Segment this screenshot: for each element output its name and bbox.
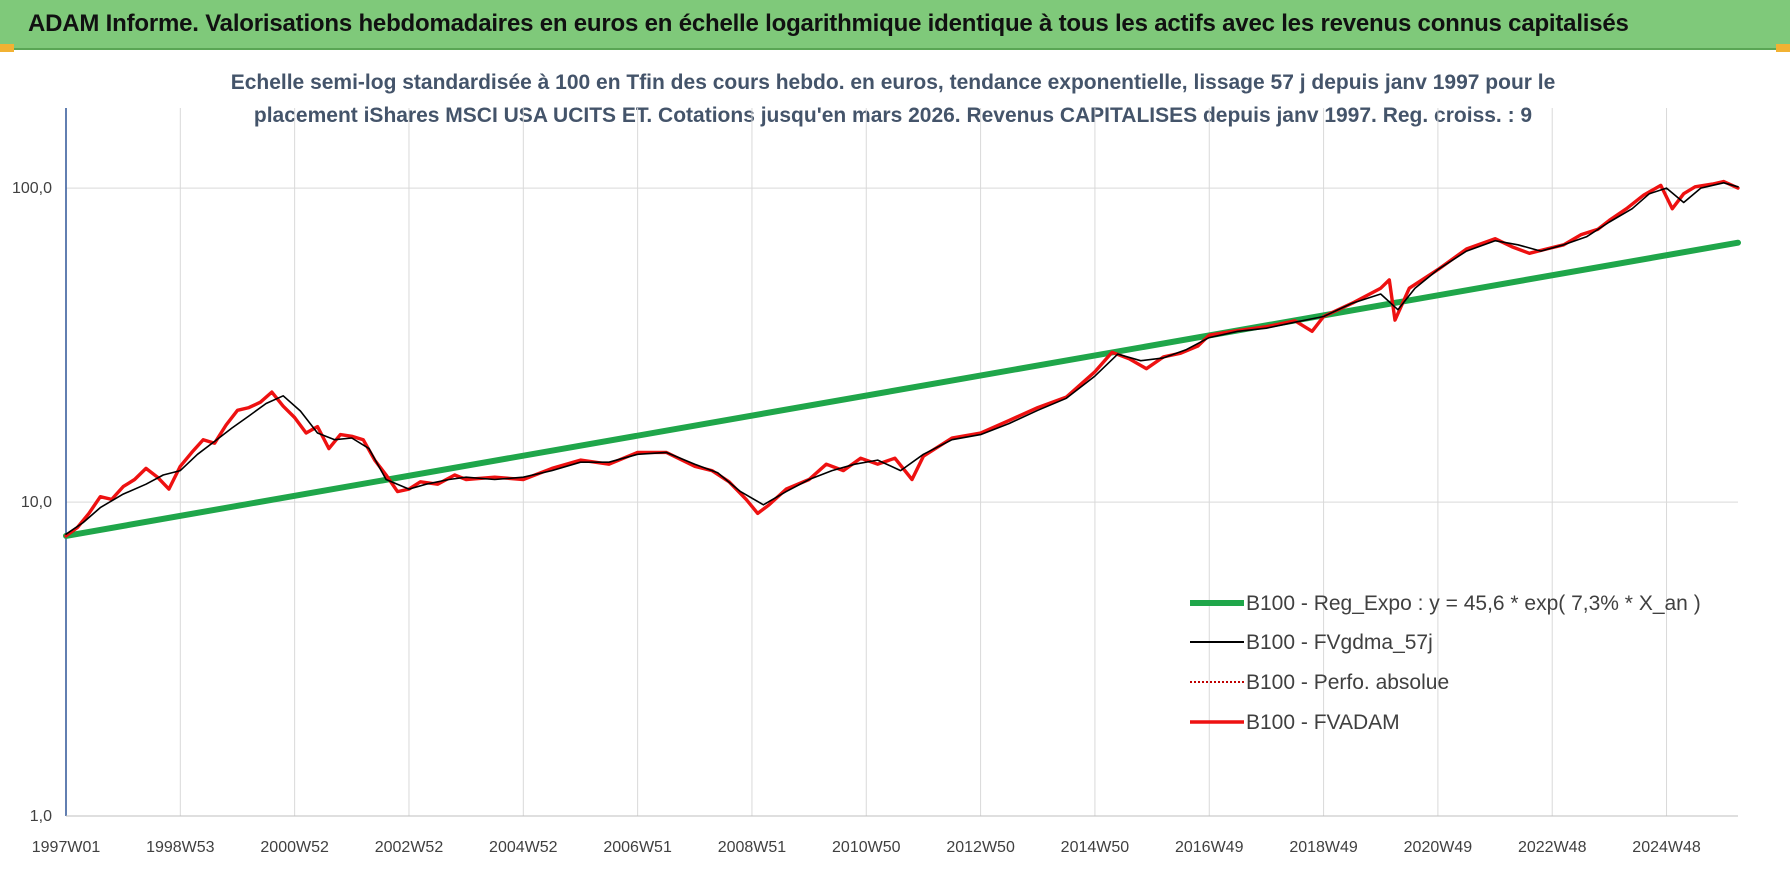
x-tick-label: 2008W51 [718, 839, 787, 856]
x-tick-label: 2006W51 [603, 839, 672, 856]
x-tick-label: 2000W52 [260, 839, 329, 856]
legend-label-trend: B100 - Reg_Expo : y = 45,6 * exp( 7,3% *… [1246, 592, 1701, 615]
y-tick-label: 1,0 [30, 808, 52, 825]
chart-area: Echelle semi-log standardisée à 100 en T… [12, 71, 1741, 856]
x-tick-label: 2018W49 [1289, 839, 1358, 856]
legend-label-perf: B100 - Perfo. absolue [1246, 671, 1449, 694]
series-line-fvadam [64, 179, 1740, 538]
chart-title: Echelle semi-log standardisée à 100 en T… [231, 71, 1556, 127]
y-tick-label: 100,0 [12, 180, 52, 197]
gridlines [66, 108, 1738, 817]
legend-label-smooth: B100 - FVgdma_57j [1246, 631, 1433, 654]
x-tick-label: 2010W50 [832, 839, 901, 856]
corner-marker-left [0, 44, 14, 52]
x-tick-label: 2020W49 [1404, 839, 1473, 856]
series-lines [63, 179, 1741, 539]
legend-label-fvadam: B100 - FVADAM [1246, 711, 1400, 734]
page-title: ADAM Informe. Valorisations hebdomadaire… [28, 10, 1629, 37]
corner-marker-right [1776, 44, 1790, 52]
x-tick-label: 2024W48 [1632, 839, 1701, 856]
header-bar: ADAM Informe. Valorisations hebdomadaire… [0, 0, 1790, 50]
y-tick-label: 10,0 [21, 494, 52, 511]
x-tick-label: 1997W01 [32, 839, 101, 856]
x-tick-label: 2022W48 [1518, 839, 1587, 856]
series-line-smooth [65, 182, 1739, 535]
x-tick-label: 2004W52 [489, 839, 558, 856]
chart-title-line-1: Echelle semi-log standardisée à 100 en T… [231, 71, 1556, 94]
x-tick-label: 2012W50 [946, 839, 1015, 856]
legend: B100 - Reg_Expo : y = 45,6 * exp( 7,3% *… [1190, 592, 1701, 734]
x-tick-label: 1998W53 [146, 839, 215, 856]
axes: 1,0 10,0 100,0 1997W01 1998W53 2000W52 2002W52… [12, 108, 1738, 856]
x-tick-label: 2016W49 [1175, 839, 1244, 856]
series-line-trend [63, 239, 1741, 539]
x-tick-label: 2002W52 [375, 839, 444, 856]
chart-title-line-2: placement iShares MSCI USA UCITS ET. Cot… [254, 104, 1532, 127]
x-tick-label: 2014W50 [1061, 839, 1130, 856]
